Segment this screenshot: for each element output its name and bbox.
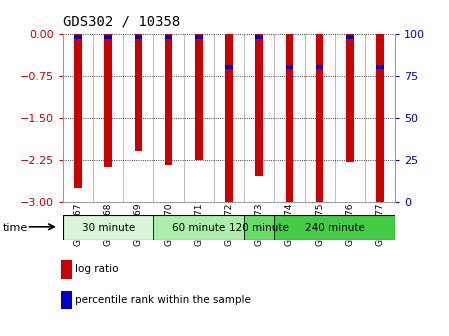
Bar (135, 35, 142, 39)
Bar (165, 35, 172, 39)
Bar (255, 35, 263, 39)
Bar (316, 65, 323, 69)
Bar (244, 34, 274, 202)
Text: log ratio: log ratio (75, 264, 119, 275)
Bar (225, 65, 233, 69)
Bar (154, 215, 244, 240)
Text: 30 minute: 30 minute (82, 223, 135, 233)
Text: 120 minute: 120 minute (229, 223, 289, 233)
Bar (104, 35, 112, 39)
Bar (335, 34, 365, 202)
Bar (74, 35, 82, 39)
Bar (184, 34, 214, 202)
Text: time: time (2, 223, 27, 233)
Bar (365, 34, 395, 202)
Bar (93, 34, 123, 202)
Text: 60 minute: 60 minute (172, 223, 225, 233)
Bar (195, 35, 202, 39)
Bar (135, 34, 142, 151)
Bar (255, 34, 263, 176)
Text: percentile rank within the sample: percentile rank within the sample (75, 295, 251, 305)
Bar (195, 34, 202, 160)
Bar (274, 215, 395, 240)
Bar (123, 34, 154, 202)
Bar (304, 34, 335, 202)
Bar (165, 34, 172, 165)
Bar (63, 215, 154, 240)
Bar (104, 34, 112, 167)
Bar (214, 34, 244, 202)
Bar (286, 34, 293, 202)
Bar (63, 34, 93, 202)
Text: GDS302 / 10358: GDS302 / 10358 (63, 14, 180, 28)
Bar (244, 215, 274, 240)
Bar (274, 34, 304, 202)
Bar (154, 34, 184, 202)
Bar (346, 34, 354, 162)
Bar (225, 34, 233, 202)
Bar (376, 34, 384, 202)
Bar (346, 35, 354, 39)
Bar (376, 65, 384, 69)
Bar (316, 34, 323, 202)
Text: 240 minute: 240 minute (305, 223, 365, 233)
Bar (286, 65, 293, 69)
Bar (74, 34, 82, 187)
